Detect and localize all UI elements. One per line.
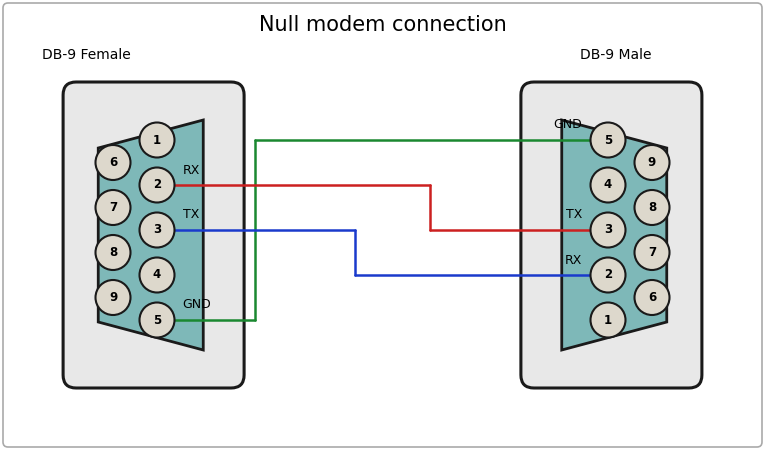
Text: 3: 3 xyxy=(153,224,161,237)
Text: 7: 7 xyxy=(109,201,117,214)
FancyBboxPatch shape xyxy=(63,82,244,388)
Polygon shape xyxy=(98,120,203,350)
Text: 9: 9 xyxy=(648,156,656,169)
Circle shape xyxy=(591,257,626,292)
Text: 8: 8 xyxy=(648,201,656,214)
Text: 2: 2 xyxy=(153,179,161,192)
Circle shape xyxy=(96,190,131,225)
Circle shape xyxy=(591,122,626,158)
Circle shape xyxy=(634,235,669,270)
FancyBboxPatch shape xyxy=(521,82,702,388)
Text: 6: 6 xyxy=(648,291,656,304)
Text: GND: GND xyxy=(183,298,211,311)
Text: 5: 5 xyxy=(604,134,612,147)
Circle shape xyxy=(139,302,174,338)
Text: 7: 7 xyxy=(648,246,656,259)
Text: DB-9 Male: DB-9 Male xyxy=(580,48,652,62)
Text: TX: TX xyxy=(183,208,199,221)
Text: RX: RX xyxy=(565,253,582,266)
Text: 2: 2 xyxy=(604,269,612,282)
Text: 4: 4 xyxy=(604,179,612,192)
Text: 3: 3 xyxy=(604,224,612,237)
Circle shape xyxy=(634,280,669,315)
Circle shape xyxy=(139,212,174,248)
Text: 1: 1 xyxy=(604,314,612,327)
Text: DB-9 Female: DB-9 Female xyxy=(42,48,131,62)
Circle shape xyxy=(591,212,626,248)
Text: 6: 6 xyxy=(109,156,117,169)
Text: 9: 9 xyxy=(109,291,117,304)
Polygon shape xyxy=(562,120,667,350)
Circle shape xyxy=(139,257,174,292)
Text: 5: 5 xyxy=(153,314,161,327)
Circle shape xyxy=(139,122,174,158)
Circle shape xyxy=(96,145,131,180)
Circle shape xyxy=(591,302,626,338)
Circle shape xyxy=(96,235,131,270)
Text: 4: 4 xyxy=(153,269,161,282)
Text: GND: GND xyxy=(554,118,582,131)
Text: 8: 8 xyxy=(109,246,117,259)
Text: RX: RX xyxy=(183,163,200,176)
Text: Null modem connection: Null modem connection xyxy=(259,15,506,35)
Circle shape xyxy=(591,167,626,202)
Circle shape xyxy=(634,145,669,180)
Circle shape xyxy=(634,190,669,225)
Circle shape xyxy=(139,167,174,202)
Circle shape xyxy=(96,280,131,315)
Text: TX: TX xyxy=(566,208,582,221)
Text: 1: 1 xyxy=(153,134,161,147)
